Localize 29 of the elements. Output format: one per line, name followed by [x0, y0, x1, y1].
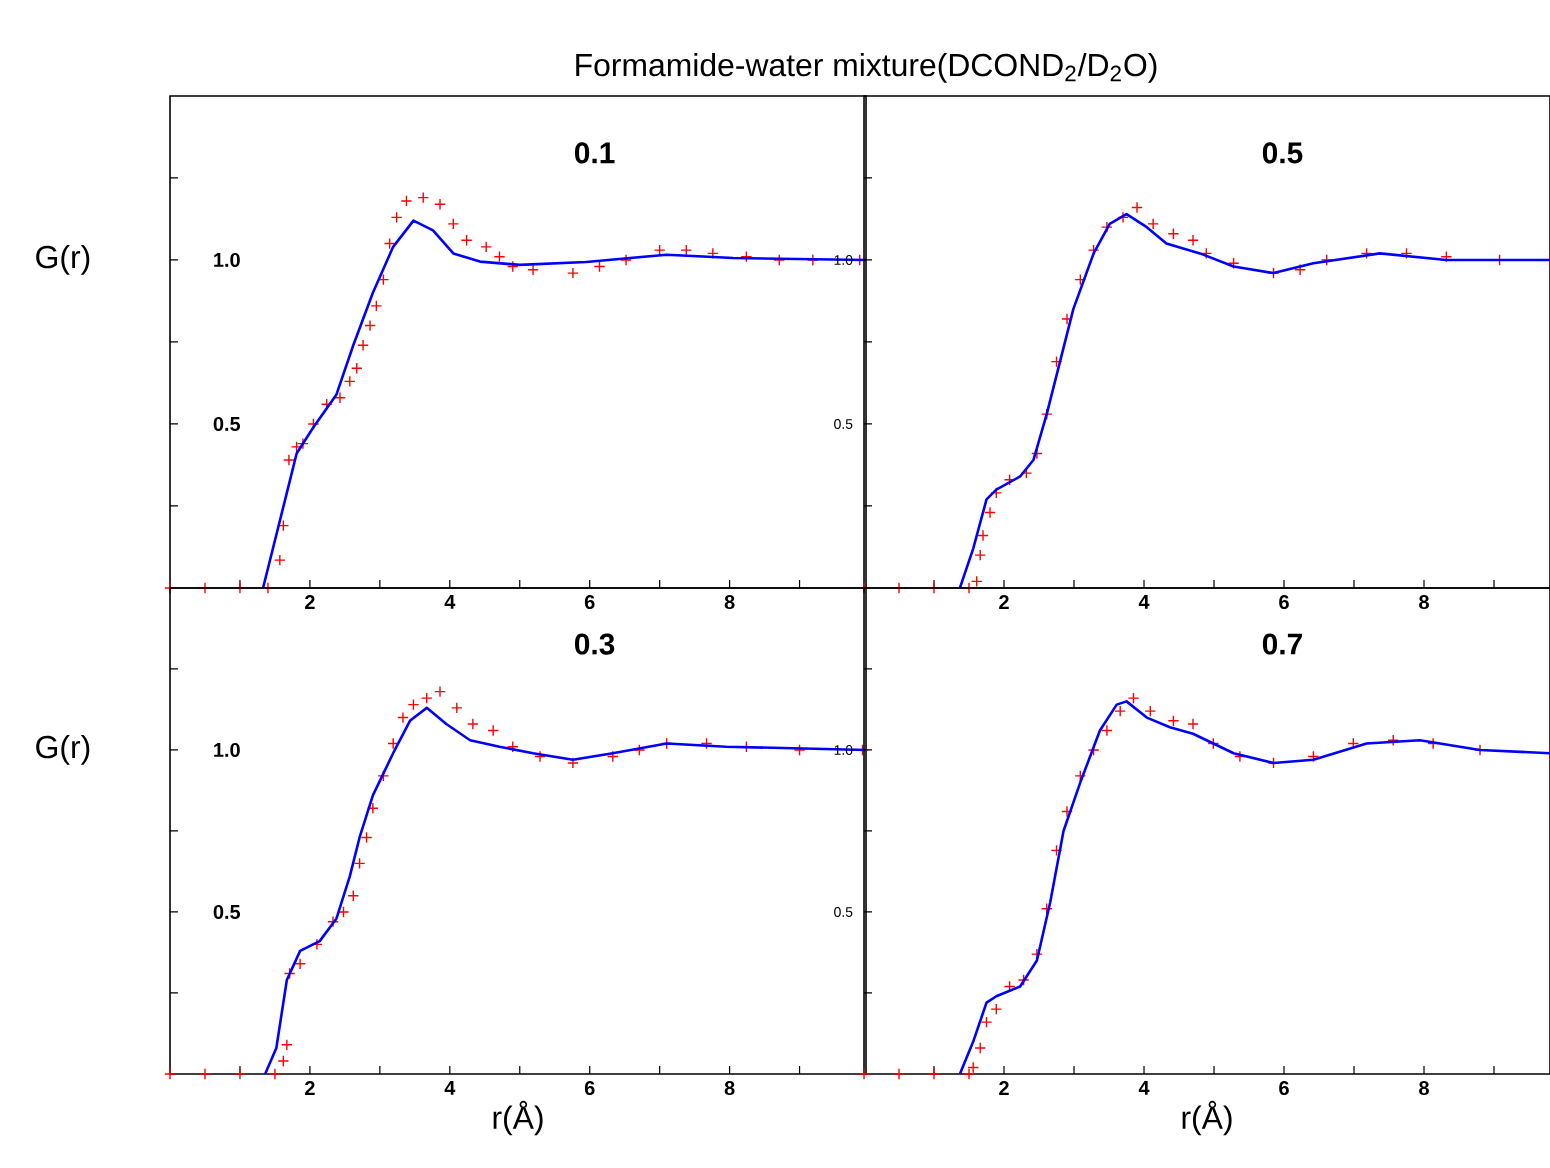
- x-tick-label: 4: [444, 1081, 456, 1095]
- x-tick-label: 8: [724, 595, 735, 610]
- text: 0.5: [1262, 142, 1303, 164]
- x-tick-label: 4: [1138, 595, 1150, 609]
- x-tick-label: 6: [584, 595, 595, 610]
- x-tick-label: 6: [1279, 1081, 1289, 1096]
- x-tick-label: 2: [999, 1081, 1009, 1095]
- text: 0.7: [1262, 633, 1302, 655]
- x-tick-label: 2: [305, 595, 315, 609]
- text: 0.1: [574, 142, 615, 164]
- x-tick-label: 6: [1279, 595, 1289, 610]
- x-tick-label: 8: [1419, 595, 1429, 610]
- y-tick-label: 1.0: [214, 742, 240, 758]
- x-tick-label: 4: [444, 595, 456, 609]
- text: Formamide-water mixture(DCOND$_{2}$/D$_{2}$O): [576, 52, 1157, 83]
- x-tick-label: 6: [584, 1081, 595, 1096]
- y-tick-label: 0.5: [213, 416, 241, 432]
- x-axis-title: r(Å): [493, 1100, 543, 1136]
- x-axis-title: r(Å): [1182, 1100, 1232, 1136]
- x-tick-label: 8: [1419, 1081, 1429, 1096]
- x-tick-label: 2: [305, 1081, 315, 1095]
- y-tick-label: 1.0: [214, 252, 240, 268]
- y-tick-label: 0.5: [213, 904, 241, 920]
- x-tick-label: 8: [724, 1081, 735, 1096]
- y-axis-title: G(r): [36, 734, 90, 765]
- y-axis-title: G(r): [36, 244, 90, 275]
- x-tick-label: 4: [1138, 1081, 1150, 1095]
- x-tick-label: 2: [999, 595, 1009, 609]
- text: 0.3: [574, 633, 615, 655]
